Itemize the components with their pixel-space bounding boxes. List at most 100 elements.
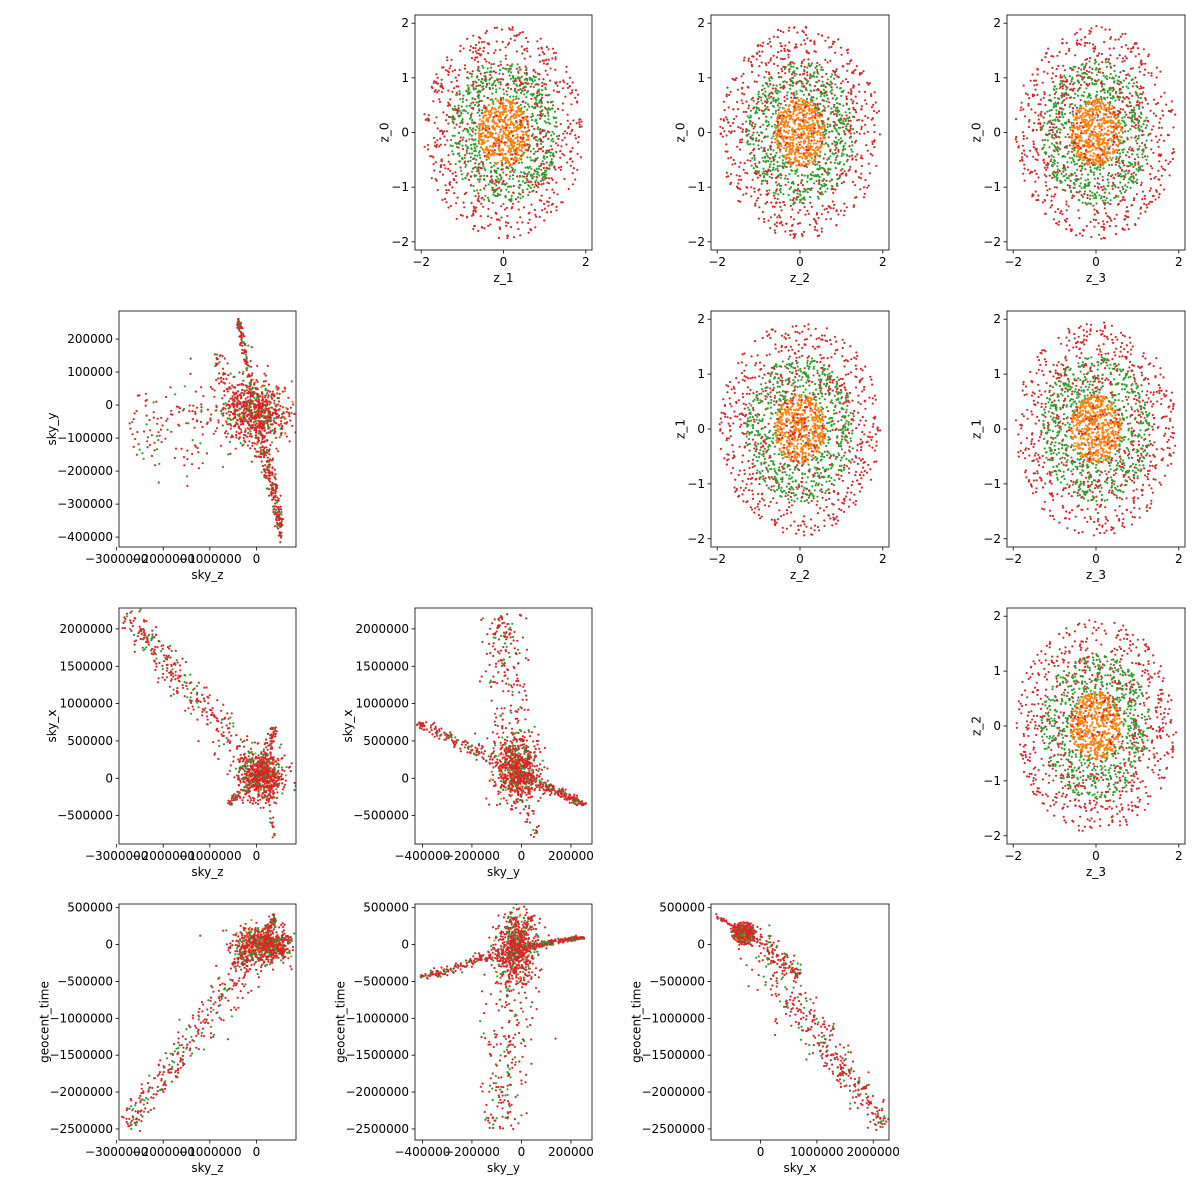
scatter-point: [805, 126, 808, 129]
scatter-point: [504, 196, 507, 199]
scatter-point: [862, 70, 865, 73]
scatter-point: [549, 154, 552, 157]
scatter-point: [448, 67, 451, 70]
scatter-point: [1053, 176, 1056, 179]
scatter-point: [827, 105, 830, 108]
scatter-point: [818, 63, 821, 67]
scatter-point: [806, 37, 809, 40]
scatter-point: [1139, 61, 1142, 64]
scatter-point: [510, 166, 513, 169]
scatter-point: [1158, 160, 1161, 163]
scatter-point: [767, 192, 770, 195]
scatter-point: [788, 41, 791, 44]
x-tick-label: −2: [412, 255, 430, 269]
scatter-point: [1048, 109, 1051, 112]
scatter-point: [461, 120, 464, 123]
scatter-point: [511, 202, 514, 205]
scatter-point: [1108, 62, 1112, 65]
scatter-point: [477, 132, 480, 135]
scatter-point: [540, 46, 543, 49]
scatter-point: [806, 66, 809, 69]
scatter-point: [760, 182, 763, 185]
scatter-point: [818, 192, 821, 195]
scatter-point: [507, 118, 510, 121]
scatter-point: [1086, 196, 1089, 200]
scatter-point: [426, 143, 429, 147]
scatter-point: [505, 160, 508, 163]
scatter-point: [810, 187, 813, 190]
scatter-point: [460, 105, 463, 108]
scatter-point: [742, 110, 745, 113]
scatter-point: [780, 45, 783, 48]
scatter-point: [1056, 165, 1059, 168]
scatter-point: [1074, 92, 1077, 95]
scatter-point: [779, 150, 782, 153]
scatter-point: [1072, 65, 1075, 68]
scatter-point: [1120, 192, 1123, 195]
scatter-point: [1078, 217, 1081, 220]
scatter-point: [446, 139, 449, 142]
scatter-point: [522, 171, 526, 174]
scatter-point: [1109, 203, 1112, 206]
scatter-point: [488, 127, 491, 131]
scatter-point: [537, 167, 541, 170]
scatter-point: [850, 154, 854, 157]
scatter-point: [474, 206, 478, 209]
scatter-point: [786, 91, 789, 94]
scatter-point: [509, 152, 512, 155]
scatter-point: [857, 83, 861, 86]
scatter-point: [510, 139, 513, 142]
scatter-point: [1076, 39, 1079, 42]
scatter-point: [491, 107, 494, 110]
scatter-point: [1148, 189, 1151, 192]
scatter-point: [512, 95, 515, 98]
scatter-point: [795, 117, 799, 121]
scatter-point: [1126, 165, 1129, 168]
scatter-point: [516, 133, 519, 136]
scatter-point: [1072, 83, 1075, 86]
scatter-point: [728, 130, 731, 133]
scatter-point: [835, 224, 838, 227]
scatter-point: [809, 100, 812, 103]
scatter-point: [501, 73, 505, 76]
scatter-point: [474, 147, 477, 150]
scatter-point: [829, 150, 832, 153]
scatter-point: [488, 135, 491, 138]
scatter-point: [427, 148, 430, 151]
scatter-point: [497, 110, 500, 113]
scatter-point: [866, 81, 869, 84]
scatter-point: [423, 113, 426, 116]
scatter-point: [529, 228, 532, 231]
scatter-point: [1108, 192, 1111, 195]
scatter-point: [1084, 58, 1087, 61]
scatter-point: [490, 175, 493, 178]
scatter-point: [1146, 162, 1149, 165]
scatter-point: [544, 69, 547, 72]
scatter-point: [815, 152, 819, 155]
scatter-point: [1043, 166, 1046, 169]
scatter-point: [1100, 186, 1103, 189]
scatter-point: [1068, 174, 1071, 178]
scatter-point: [480, 128, 483, 131]
scatter-point: [519, 83, 522, 86]
scatter-point: [841, 149, 844, 152]
scatter-point: [506, 43, 510, 46]
scatter-point: [486, 156, 489, 159]
scatter-point: [571, 147, 574, 150]
scatter-point: [470, 84, 473, 87]
scatter-point: [513, 124, 516, 127]
scatter-point: [543, 106, 547, 109]
scatter-point: [430, 177, 433, 180]
scatter-point: [780, 184, 783, 187]
scatter-point: [1143, 155, 1147, 158]
scatter-point: [459, 121, 462, 124]
scatter-point: [504, 183, 507, 186]
scatter-point: [756, 131, 759, 134]
scatter-point: [501, 181, 504, 184]
scatter-point: [546, 181, 549, 184]
scatter-point: [470, 72, 473, 76]
scatter-point: [826, 118, 830, 121]
scatter-point: [506, 214, 509, 218]
scatter-point: [802, 147, 805, 150]
scatter-point: [1061, 188, 1064, 191]
